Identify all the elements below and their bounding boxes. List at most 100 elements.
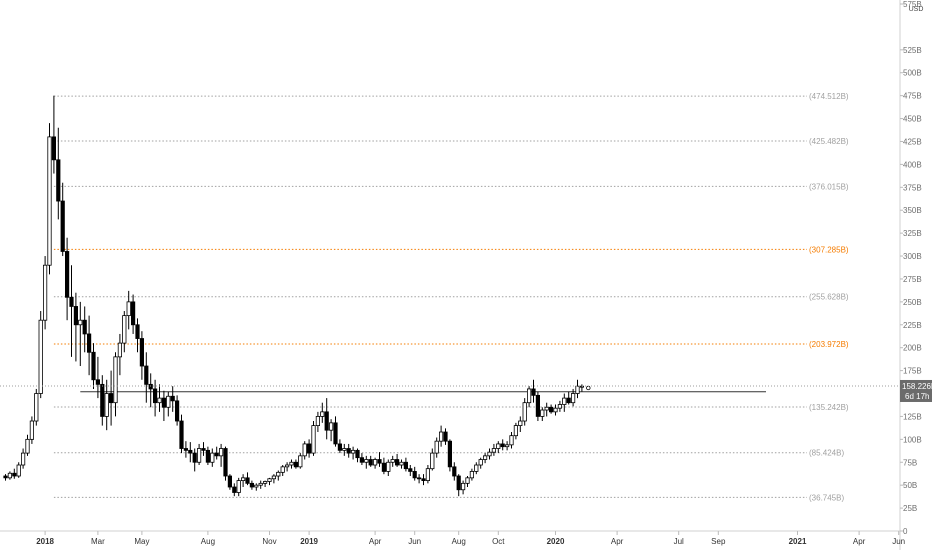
candle-down bbox=[531, 388, 536, 396]
candle-up bbox=[262, 481, 268, 484]
price-tick-label: 400B bbox=[903, 160, 922, 169]
candle-down bbox=[245, 477, 250, 484]
fib-level-label: (135.242B) bbox=[809, 403, 849, 412]
candle-down bbox=[148, 383, 153, 390]
candle-up bbox=[350, 449, 356, 454]
candle-down bbox=[12, 472, 17, 477]
price-tick-label: 225B bbox=[903, 321, 922, 330]
candle-down bbox=[443, 431, 448, 442]
candle-up bbox=[276, 471, 281, 477]
candle-up bbox=[240, 477, 246, 481]
candle-down bbox=[109, 393, 114, 404]
currency-box[interactable] bbox=[906, 0, 926, 14]
candle-up bbox=[469, 471, 475, 479]
candle-up bbox=[126, 301, 131, 317]
fib-level-label: (474.512B) bbox=[809, 92, 849, 101]
candle-down bbox=[65, 251, 70, 298]
candle-up bbox=[7, 472, 12, 479]
candle-up bbox=[579, 385, 585, 388]
candle-down bbox=[452, 466, 457, 477]
candle-down bbox=[333, 422, 338, 445]
candle-down bbox=[249, 482, 254, 488]
candle-down bbox=[566, 397, 571, 404]
current-bar-marker bbox=[586, 385, 591, 391]
candle-down bbox=[152, 388, 158, 404]
price-tick-label: 300B bbox=[903, 252, 922, 261]
candle-up bbox=[425, 468, 431, 481]
candle-up bbox=[504, 444, 510, 448]
fib-level-label: (255.628B) bbox=[809, 293, 849, 302]
price-tick-label: 175B bbox=[903, 367, 922, 376]
fib-levels: (474.512B) (425.482B) (376.015B) (307.285B)… bbox=[53, 92, 849, 502]
candle-down bbox=[60, 200, 65, 252]
candle-down bbox=[214, 452, 219, 457]
candle-up bbox=[284, 464, 290, 468]
candle-up bbox=[122, 315, 127, 344]
candle-down bbox=[412, 471, 417, 479]
fib-level-label: (203.972B) bbox=[809, 340, 849, 349]
candle-down bbox=[192, 452, 197, 463]
time-ticks: 2018 Mar May Aug Nov 2019 Apr Jun Aug Oct 2020 Apr J… bbox=[36, 531, 905, 546]
time-tick-label: Apr bbox=[853, 537, 866, 546]
time-tick-label: 2020 bbox=[547, 537, 565, 546]
candle-down bbox=[447, 440, 453, 468]
candle-up bbox=[43, 264, 48, 321]
price-tick-label: 325B bbox=[903, 229, 922, 238]
candle-up bbox=[386, 461, 391, 472]
candle-up bbox=[271, 475, 277, 480]
candle-down bbox=[368, 459, 373, 466]
candle-up bbox=[196, 448, 202, 463]
candle-down bbox=[381, 462, 387, 472]
candle-down bbox=[306, 443, 312, 454]
candle-up bbox=[518, 420, 523, 427]
fib-level-label: (425.482B) bbox=[809, 137, 849, 146]
fib-level-label: (307.285B) bbox=[809, 245, 849, 254]
candle-down bbox=[100, 383, 105, 417]
candle-up bbox=[210, 452, 215, 463]
candle-up bbox=[571, 393, 576, 404]
candle-down bbox=[135, 324, 140, 339]
candle-down bbox=[394, 459, 400, 466]
candle-down bbox=[535, 394, 541, 417]
candle-up bbox=[78, 319, 83, 326]
candle-up bbox=[544, 406, 549, 411]
candle-down bbox=[69, 296, 74, 307]
candle-down bbox=[174, 400, 180, 422]
candle-up bbox=[298, 455, 303, 468]
candle-down bbox=[355, 449, 360, 459]
candle-up bbox=[20, 452, 26, 466]
candle-up bbox=[474, 464, 479, 472]
candle-up bbox=[258, 482, 263, 486]
time-tick-label: Jun bbox=[892, 537, 905, 546]
candle-down bbox=[227, 475, 232, 488]
price-tick-label: 525B bbox=[903, 46, 922, 55]
candle-up bbox=[460, 482, 466, 491]
last-price-box bbox=[900, 379, 932, 402]
candle-down bbox=[232, 486, 237, 493]
candle-down bbox=[500, 443, 505, 448]
price-tick-label: 250B bbox=[903, 298, 922, 307]
candle-up bbox=[487, 451, 492, 457]
price-tick-label: 125B bbox=[903, 412, 922, 421]
candle-down bbox=[87, 333, 92, 353]
candle-down bbox=[188, 449, 193, 454]
candle-up bbox=[434, 440, 439, 454]
candle-up bbox=[280, 466, 285, 473]
price-tick-label: 50B bbox=[903, 481, 917, 490]
candle-up bbox=[311, 425, 316, 454]
fib-level-label: (376.015B) bbox=[809, 182, 849, 191]
price-ticks: 025B50B75B100B125B150B175B200B225B250B27… bbox=[900, 0, 922, 536]
time-tick-label: Apr bbox=[369, 537, 382, 546]
price-tick-label: 475B bbox=[903, 92, 922, 101]
candle-up bbox=[254, 484, 259, 488]
price-tick-label: 275B bbox=[903, 275, 922, 284]
candle-down bbox=[73, 306, 78, 326]
candle-up bbox=[267, 478, 272, 482]
time-tick-label: Mar bbox=[91, 537, 105, 546]
candle-up bbox=[320, 411, 325, 417]
candle-down bbox=[223, 448, 228, 477]
price-tick-label: 25B bbox=[903, 504, 917, 513]
